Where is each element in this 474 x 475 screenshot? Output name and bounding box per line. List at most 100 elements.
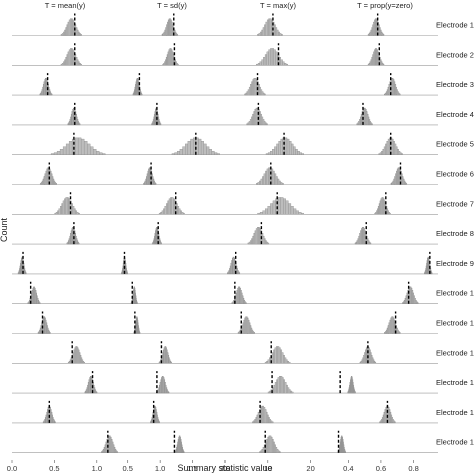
histogram-bar	[269, 435, 272, 453]
histogram-bar	[80, 34, 82, 36]
histogram-bar	[78, 242, 80, 245]
histogram-bar	[268, 167, 271, 185]
histogram-bar	[383, 146, 386, 155]
histogram-bar	[160, 242, 162, 245]
histogram-bar	[278, 141, 281, 155]
histogram-bar	[68, 198, 71, 215]
histogram-bar	[274, 146, 277, 155]
x-tick-label: 0.8	[408, 464, 418, 473]
histogram-bar	[214, 152, 218, 155]
histogram-bar	[271, 168, 274, 185]
histogram-bar	[288, 389, 291, 394]
histogram-bar	[283, 355, 285, 364]
histogram-bar	[265, 170, 268, 185]
histogram-bar	[159, 421, 160, 424]
histogram-bar	[177, 63, 179, 66]
histogram-bar	[284, 357, 287, 364]
histogram-bar	[168, 391, 170, 394]
histogram-bar	[283, 198, 286, 215]
histogram-panel	[12, 132, 118, 155]
histogram-bar	[89, 146, 94, 155]
histogram-bar	[264, 93, 266, 96]
histogram-bar	[262, 119, 265, 126]
histogram-panel	[225, 430, 332, 454]
histogram-bar	[264, 24, 266, 36]
histogram-bar	[257, 182, 260, 185]
histogram-bar	[275, 176, 278, 185]
histogram-bar	[381, 150, 383, 155]
histogram-bar	[75, 210, 78, 215]
histogram-bar	[136, 302, 138, 304]
histogram-bar	[284, 382, 287, 394]
histogram-bar	[288, 203, 292, 215]
histogram-bar	[257, 212, 261, 215]
row-label: Electrode 2	[436, 50, 474, 59]
histogram-bar	[259, 111, 261, 126]
histogram-bar	[62, 146, 67, 155]
histogram-bar	[267, 152, 271, 155]
histogram-bar	[253, 332, 255, 334]
histogram-bar	[269, 357, 271, 364]
histogram-bar	[39, 302, 41, 304]
histogram-bar	[277, 197, 281, 215]
histogram-bar	[249, 119, 252, 126]
histogram-bar	[385, 143, 387, 155]
histogram-panel	[12, 341, 118, 364]
histogram-panel	[118, 162, 225, 185]
histogram-bar	[254, 109, 257, 126]
histogram-bar	[266, 361, 269, 364]
histogram-bar	[190, 138, 194, 155]
histogram-bar	[273, 384, 276, 394]
histogram-panel	[12, 311, 118, 334]
histogram-bar	[170, 361, 172, 364]
histogram-bar	[181, 212, 184, 215]
histogram-bar	[68, 141, 73, 155]
histogram-bar	[257, 411, 260, 424]
histogram-bar	[167, 200, 170, 215]
histogram-bar	[297, 150, 300, 155]
histogram-bar	[252, 79, 254, 96]
row-label: Electrode 7	[436, 199, 474, 208]
x-tick-label: 0.5	[49, 464, 59, 473]
histogram-panel	[118, 222, 225, 245]
y-axis-title: Count	[0, 218, 9, 243]
histogram-bar	[276, 143, 279, 155]
histogram-bar	[62, 200, 65, 215]
histogram-bar	[262, 92, 265, 96]
histogram-bar	[265, 122, 267, 126]
histogram-bar	[72, 206, 75, 215]
histogram-panel	[225, 311, 332, 334]
column-title: T = max(y)	[260, 1, 296, 10]
histogram-bar	[74, 137, 79, 155]
histogram-bar	[395, 146, 398, 155]
histogram-bar	[211, 150, 215, 155]
histogram-bar	[261, 29, 264, 36]
histogram-bar	[164, 206, 167, 215]
row-label: Electrode 11	[436, 319, 474, 328]
histogram-bar	[272, 439, 274, 453]
histogram-panel	[12, 162, 118, 185]
histogram-bar	[382, 34, 385, 36]
histogram-bar	[165, 203, 168, 215]
histogram-bar	[174, 152, 178, 155]
histogram-bar	[281, 183, 284, 185]
histogram-bar	[80, 63, 82, 66]
histogram-bar	[280, 34, 283, 36]
histogram-bar	[374, 361, 377, 364]
histogram-bar	[182, 212, 185, 215]
histogram-bar	[262, 176, 265, 185]
histogram-bar	[248, 241, 251, 245]
histogram-bar	[168, 198, 171, 215]
histogram-bar	[382, 63, 385, 66]
histogram-bar	[262, 210, 266, 215]
x-tick-label: 0.5	[123, 464, 133, 473]
row-label: Electrode 3	[436, 80, 474, 89]
histogram-panel	[225, 192, 332, 215]
histogram-bar	[354, 391, 356, 394]
histogram-bar	[77, 137, 82, 155]
x-tick-label: 0	[223, 464, 227, 473]
histogram-bar	[386, 141, 389, 155]
histogram-panel	[12, 400, 118, 424]
histogram-bar	[281, 352, 284, 364]
